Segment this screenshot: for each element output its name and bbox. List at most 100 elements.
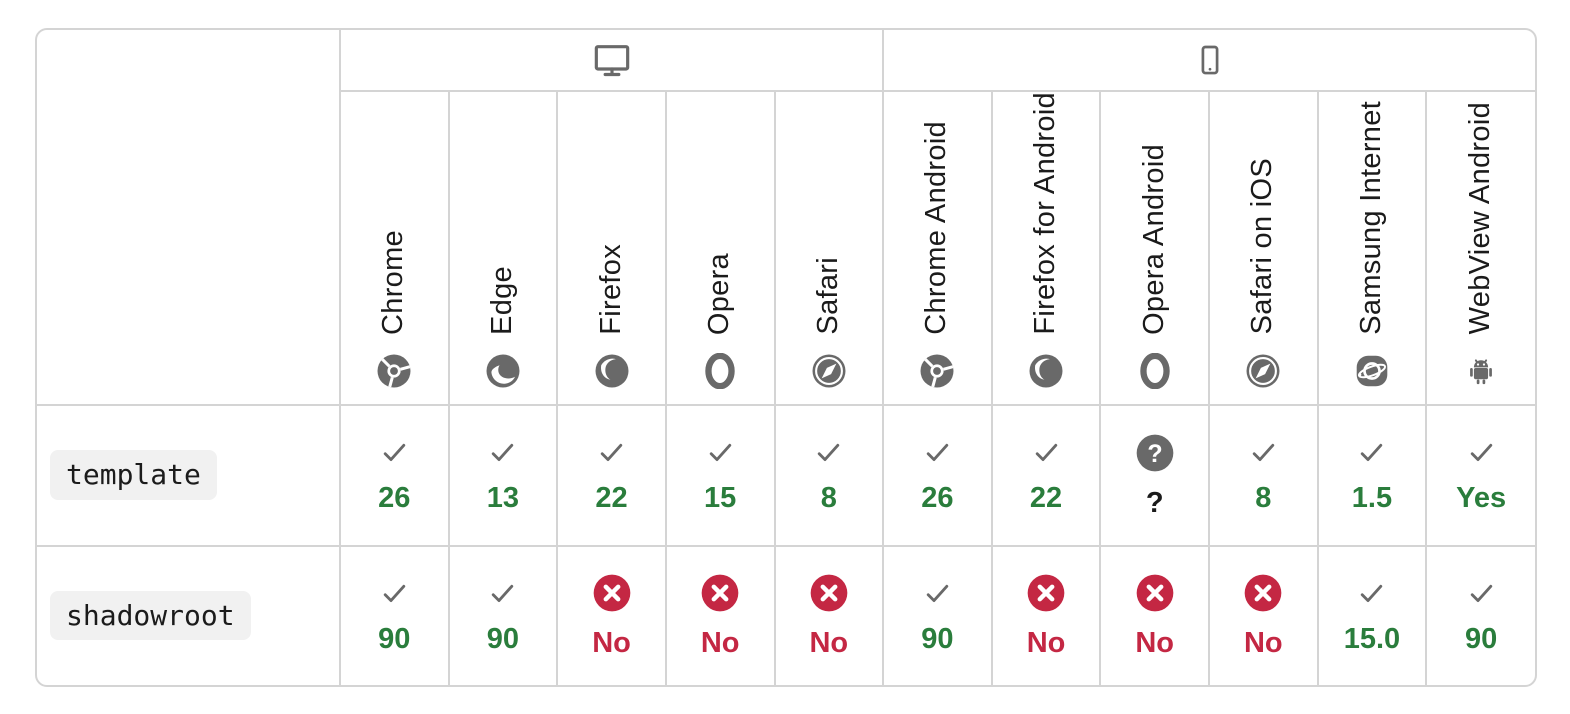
- browser-head: Firefox for Android: [993, 92, 1100, 404]
- check-icon: [1466, 578, 1497, 609]
- feature-name: template: [50, 450, 217, 500]
- support-cell-template-opera-android[interactable]: ??: [1099, 403, 1209, 546]
- support-cell-template-chrome[interactable]: 26: [339, 403, 449, 546]
- browser-header-samsung-internet: Samsung Internet: [1316, 91, 1427, 405]
- support-cell-template-opera[interactable]: 15: [664, 403, 775, 546]
- check-icon: [922, 578, 953, 609]
- edge-icon: [485, 353, 521, 389]
- support-value: 22: [1029, 482, 1063, 515]
- support-inner: No: [1101, 547, 1208, 685]
- browser-header-chrome: Chrome: [339, 91, 449, 405]
- support-cell-shadowroot-firefox[interactable]: No: [556, 544, 666, 685]
- check-icon: [379, 437, 410, 468]
- cross-circle-icon: [1243, 573, 1283, 613]
- support-inner: 26: [884, 406, 991, 545]
- support-value: ?: [1145, 486, 1164, 519]
- support-value: 13: [486, 482, 520, 515]
- support-cell-template-firefox-android[interactable]: 22: [990, 403, 1101, 546]
- support-cell-shadowroot-samsung-internet[interactable]: 15.0: [1316, 544, 1427, 685]
- check-icon: [1031, 437, 1062, 468]
- firefox-icon: [1028, 353, 1064, 389]
- support-inner: 15.0: [1319, 547, 1426, 685]
- support-cell-shadowroot-firefox-android[interactable]: No: [990, 544, 1101, 685]
- support-inner: ??: [1101, 406, 1208, 545]
- support-value: Yes: [1456, 482, 1507, 515]
- support-inner: 8: [776, 406, 883, 545]
- browser-head: Samsung Internet: [1319, 92, 1426, 404]
- corner-cell: [37, 30, 340, 405]
- browser-head: Chrome Android: [884, 92, 991, 404]
- check-icon: [379, 578, 410, 609]
- support-value: 90: [378, 622, 411, 655]
- support-value: 90: [486, 622, 520, 655]
- browser-name: Edge: [485, 265, 518, 335]
- question-circle-icon: ?: [1135, 433, 1175, 473]
- cross-circle-icon: [809, 573, 849, 613]
- feature-row-shadowroot: shadowroot 90 90 No No No 90 No No No 15.0 90: [37, 544, 1535, 685]
- support-cell-template-chrome-android[interactable]: 26: [882, 403, 992, 546]
- samsung-internet-icon: [1354, 353, 1390, 389]
- support-cell-shadowroot-chrome[interactable]: 90: [339, 544, 449, 685]
- browser-name: Safari: [811, 257, 844, 335]
- chrome-icon: [376, 353, 412, 389]
- check-icon: [1356, 437, 1387, 468]
- browser-compat-table: Chrome Edge Firefox Opera Safari Chrome Andro…: [37, 30, 1535, 685]
- support-cell-template-safari[interactable]: 8: [773, 403, 884, 546]
- support-value: No: [592, 627, 631, 660]
- browser-head: Safari on iOS: [1210, 92, 1317, 404]
- mobile-icon: [1193, 41, 1227, 79]
- browser-name: Safari on iOS: [1246, 158, 1279, 335]
- feature-cell: template: [37, 403, 340, 546]
- compat-rows: template 26 13 22 15 8 26 22?? 8 1.5 Yes shadowroot…: [37, 403, 1535, 685]
- firefox-icon: [594, 353, 630, 389]
- browser-name: Chrome Android: [920, 120, 953, 335]
- support-inner: No: [993, 547, 1100, 685]
- support-value: No: [809, 627, 849, 660]
- safari-icon: [811, 353, 847, 389]
- support-cell-shadowroot-edge[interactable]: 90: [447, 544, 558, 685]
- support-value: 1.5: [1351, 482, 1393, 515]
- support-cell-shadowroot-chrome-android[interactable]: 90: [882, 544, 992, 685]
- support-inner: No: [558, 547, 665, 685]
- svg-text:?: ?: [1147, 439, 1162, 467]
- support-inner: 90: [341, 547, 448, 685]
- check-icon: [813, 437, 844, 468]
- support-inner: 8: [1210, 406, 1317, 545]
- check-icon: [1356, 578, 1387, 609]
- browser-header-safari-ios: Safari on iOS: [1208, 91, 1318, 405]
- support-value: No: [1135, 627, 1175, 660]
- cross-circle-icon: [592, 573, 632, 613]
- support-cell-template-edge[interactable]: 13: [447, 403, 558, 546]
- browser-name: Firefox: [594, 243, 627, 335]
- support-inner: 90: [1427, 547, 1535, 685]
- support-inner: 22: [993, 406, 1100, 545]
- platform-inner: [341, 30, 882, 90]
- browser-head: Opera Android: [1101, 92, 1208, 404]
- support-cell-template-webview-android[interactable]: Yes: [1425, 403, 1535, 546]
- support-cell-shadowroot-webview-android[interactable]: 90: [1425, 544, 1535, 685]
- support-cell-shadowroot-opera-android[interactable]: No: [1099, 544, 1209, 685]
- check-icon: [487, 437, 518, 468]
- browser-header-row: Chrome Edge Firefox Opera Safari Chrome Andro…: [37, 91, 1535, 405]
- cross-circle-icon: [700, 573, 740, 613]
- safari-icon: [1245, 353, 1281, 389]
- browser-header-webview-android: WebView Android: [1425, 91, 1535, 405]
- support-cell-shadowroot-opera[interactable]: No: [664, 544, 775, 685]
- support-value: 26: [378, 482, 411, 515]
- browser-name: Opera: [703, 252, 736, 335]
- support-value: 26: [921, 482, 954, 515]
- support-inner: No: [1210, 547, 1317, 685]
- support-cell-template-firefox[interactable]: 22: [556, 403, 666, 546]
- support-cell-shadowroot-safari[interactable]: No: [773, 544, 884, 685]
- platform-header-desktop: [338, 30, 884, 92]
- platform-header-row: [37, 30, 1535, 92]
- opera-icon: [1137, 352, 1173, 389]
- support-cell-template-safari-ios[interactable]: 8: [1208, 403, 1318, 546]
- support-cell-template-samsung-internet[interactable]: 1.5: [1316, 403, 1427, 546]
- cross-circle-icon: [1135, 573, 1175, 613]
- browser-head: Chrome: [341, 92, 448, 404]
- check-icon: [596, 437, 627, 468]
- support-cell-shadowroot-safari-ios[interactable]: No: [1208, 544, 1318, 685]
- support-inner: 1.5: [1319, 406, 1426, 545]
- check-icon: [487, 578, 518, 609]
